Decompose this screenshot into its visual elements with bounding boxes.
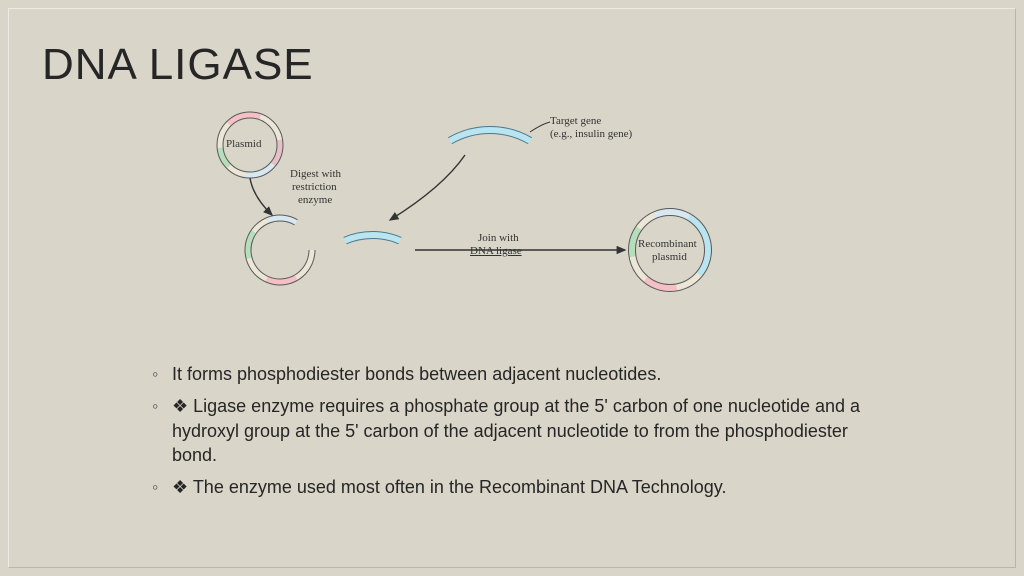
list-item: ❖ The enzyme used most often in the Reco…: [150, 475, 890, 499]
page-title: DNA LIGASE: [42, 40, 314, 90]
label-join-2: DNA ligase: [470, 245, 522, 258]
label-recomb-1: Recombinant: [638, 238, 697, 251]
label-join-1: Join with: [478, 232, 519, 245]
bullet-list: It forms phosphodiester bonds between ad…: [150, 362, 890, 507]
list-item: ❖ Ligase enzyme requires a phosphate gro…: [150, 394, 890, 467]
dna-ligase-diagram: Plasmid Target gene (e.g., insulin gene)…: [190, 110, 830, 310]
label-digest-1: Digest with: [290, 168, 341, 181]
label-plasmid: Plasmid: [226, 138, 261, 151]
label-digest-2: restriction: [292, 181, 337, 194]
list-item: It forms phosphodiester bonds between ad…: [150, 362, 890, 386]
label-recomb-2: plasmid: [652, 251, 687, 264]
diagram-svg: [190, 110, 830, 310]
label-target-gene-2: (e.g., insulin gene): [550, 128, 632, 141]
label-target-gene-1: Target gene: [550, 115, 601, 128]
label-digest-3: enzyme: [298, 194, 332, 207]
